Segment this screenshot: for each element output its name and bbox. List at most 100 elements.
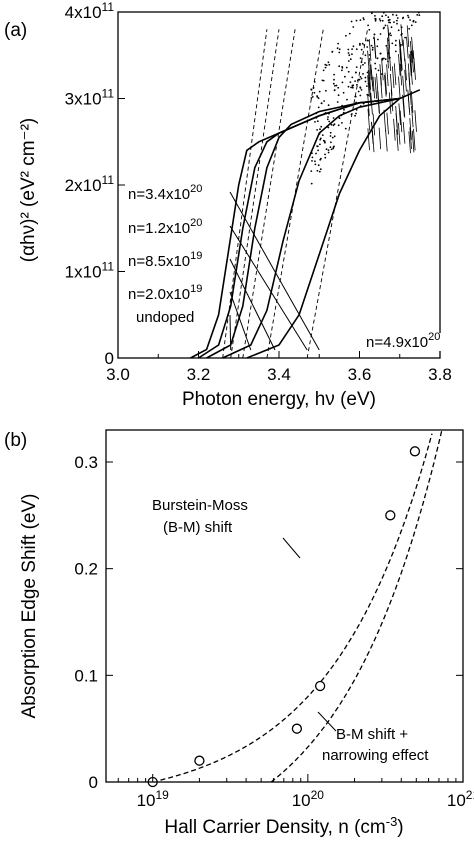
noise-dot	[381, 19, 384, 22]
noise-dot	[368, 28, 371, 31]
linear-fit-lines	[222, 29, 368, 359]
noise-dot	[371, 48, 374, 51]
noise-dot	[316, 96, 319, 98]
data-point	[194, 755, 205, 766]
noise-dot	[351, 48, 353, 50]
noise-dot	[394, 50, 397, 53]
noise-segment	[386, 64, 389, 87]
noise-segment	[411, 130, 415, 153]
noise-dot	[377, 38, 379, 41]
noise-dot	[325, 89, 327, 92]
noise-dot	[416, 14, 419, 16]
label-n-8.5e19: n=8.5x1019	[128, 250, 202, 270]
label-n-1.2e20: n=1.2x1020	[128, 217, 202, 237]
noise-segment	[406, 36, 409, 59]
y-tick-label: 2x1011	[65, 173, 115, 195]
noise-dot	[338, 51, 341, 54]
noise-dot	[356, 83, 358, 86]
noise-segment	[404, 69, 407, 92]
noise-dot	[349, 58, 352, 61]
noise-dot	[332, 82, 335, 85]
noise-dot	[327, 116, 329, 118]
noise-segment	[411, 36, 414, 59]
noise-dot	[347, 85, 350, 88]
noise-dot	[355, 19, 358, 22]
noise-dot	[355, 66, 358, 68]
noise-segment	[392, 66, 395, 89]
noise-dot	[324, 66, 327, 69]
noise-segment	[414, 110, 417, 132]
noise-segment	[384, 72, 387, 95]
noise-dot	[354, 114, 356, 117]
noise-dot	[393, 21, 395, 23]
noise-dot	[341, 122, 343, 124]
noise-dot	[352, 45, 355, 48]
y-tick-label: 0.2	[74, 560, 98, 579]
panel-a: (a) 3.0 3.2 3.4 3.6 3.8 0 1x1011 2x1011 3x1011 4…	[4, 0, 452, 410]
noise-dot	[344, 75, 346, 78]
noise-dot	[358, 78, 361, 81]
y-axis-title-a: (αhν)² (eV² cm⁻²)	[18, 118, 39, 263]
fit-line	[242, 29, 296, 359]
noise-dot	[316, 129, 318, 131]
noise-dot	[351, 76, 354, 79]
fit-line	[230, 29, 280, 359]
noise-dot	[323, 100, 325, 102]
noise-dot	[380, 73, 383, 75]
noise-dot	[347, 60, 350, 62]
noise-dot	[314, 121, 316, 123]
y-tick-label: 0	[105, 349, 114, 368]
theory-curve	[270, 430, 443, 783]
panel-b: (b) 1019 1020 1021 0 0.1 0.2 0.3 Hall Carrier…	[4, 429, 474, 838]
label-n-2.0e19: n=2.0x1019	[128, 283, 202, 303]
label-n-4.9e20-background	[365, 333, 443, 351]
noise-dot	[318, 170, 321, 173]
panel-b-label: (b)	[4, 430, 27, 451]
noise-dot	[310, 88, 313, 91]
data-point	[291, 723, 303, 734]
y-tick-label: 0.3	[74, 453, 98, 472]
noise-dot	[328, 63, 331, 66]
noise-dot	[332, 147, 335, 150]
noise-dot	[318, 90, 321, 93]
noise-segment	[409, 54, 412, 76]
label-burstein-moss-line2: (B-M) shift	[163, 519, 233, 536]
noise-segment	[412, 50, 416, 72]
absorption-curve	[246, 89, 421, 359]
noise-dot	[355, 112, 357, 115]
noise-dot	[401, 17, 404, 20]
noise-dot	[310, 97, 313, 99]
noise-segment	[402, 39, 406, 62]
noise-dot	[315, 152, 317, 155]
noise-segment	[402, 94, 405, 117]
noise-dot	[341, 66, 344, 69]
noise-dot	[396, 19, 398, 22]
noise-dot	[347, 52, 350, 54]
noise-segment	[399, 110, 403, 133]
theory-curve	[152, 433, 433, 783]
x-tick-label: 1021	[447, 788, 474, 810]
noise-dot	[314, 160, 316, 163]
noise-dot	[352, 26, 355, 28]
noise-dot	[408, 27, 411, 30]
noise-dot	[363, 18, 365, 21]
noise-dot	[359, 76, 362, 78]
leader-line	[229, 191, 320, 351]
noise-dot	[324, 141, 326, 144]
noise-dot	[311, 160, 313, 162]
x-tick-label: 1020	[292, 788, 325, 810]
y-axis-title-b: Absorption Edge Shift (eV)	[19, 494, 40, 719]
noise-dot	[336, 101, 339, 103]
noise-dot	[392, 13, 394, 16]
noise-dot	[338, 48, 341, 51]
absorption-curve	[198, 97, 400, 359]
noise-dot	[324, 156, 327, 159]
noise-dot	[343, 108, 345, 111]
noise-dot	[414, 21, 417, 23]
noise-dot	[359, 44, 361, 46]
noise-dot	[379, 52, 382, 55]
noise-dot	[370, 44, 373, 47]
noise-dot	[382, 27, 385, 30]
noise-segment	[387, 37, 390, 60]
noise-dot	[333, 73, 335, 76]
